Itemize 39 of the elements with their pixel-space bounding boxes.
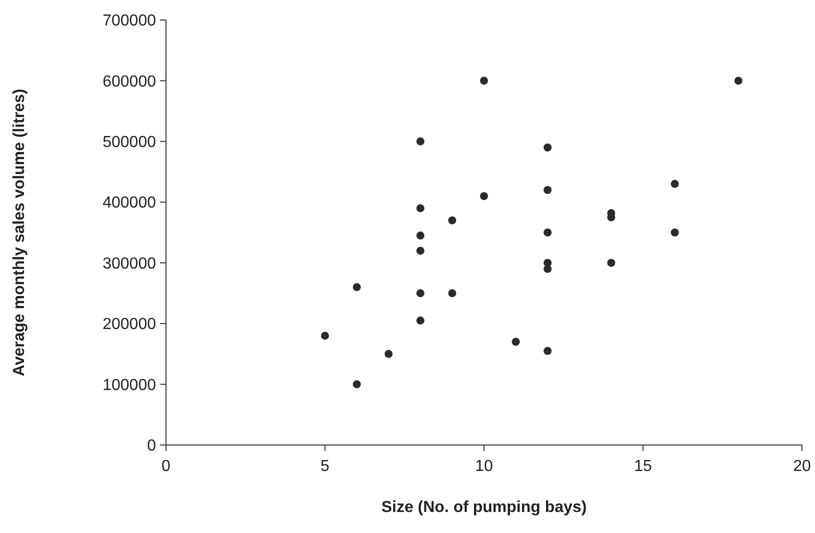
x-tick-label: 15 <box>634 458 652 475</box>
point <box>416 232 424 240</box>
point <box>607 258 616 267</box>
y-tick-label: 200000 <box>102 316 156 334</box>
y-tick-label: 700000 <box>102 12 156 30</box>
point <box>384 350 393 358</box>
point <box>416 289 424 298</box>
point <box>544 186 552 194</box>
y-axis-title: Average monthly sales volume (litres) <box>11 88 28 376</box>
x-tick-label: 10 <box>475 458 493 475</box>
y-tick-label: 100000 <box>102 376 156 394</box>
point <box>512 338 520 346</box>
point <box>416 137 424 146</box>
point <box>544 144 552 152</box>
point <box>416 316 424 325</box>
point <box>670 180 679 188</box>
point <box>416 204 424 212</box>
point <box>352 380 361 388</box>
y-tick-label: 500000 <box>102 134 156 152</box>
x-tick-label: 20 <box>793 458 811 475</box>
y-tick-label: 400000 <box>102 194 156 212</box>
point <box>544 228 552 236</box>
x-tick-label: 0 <box>162 458 171 475</box>
point <box>416 246 424 255</box>
point <box>544 346 552 355</box>
point <box>480 192 488 200</box>
y-tick-label: 600000 <box>102 73 156 90</box>
y-tick-label: 300000 <box>102 255 156 272</box>
x-tick-label: 5 <box>320 458 330 475</box>
point <box>448 216 456 224</box>
point <box>321 332 329 340</box>
y-tick-label: 0 <box>147 438 156 455</box>
x-axis-title: Size (No. of pumping bays) <box>381 499 587 516</box>
point <box>544 264 552 273</box>
point <box>734 76 742 85</box>
point <box>352 283 361 292</box>
point <box>670 228 679 236</box>
point <box>448 289 456 298</box>
point <box>480 76 488 85</box>
